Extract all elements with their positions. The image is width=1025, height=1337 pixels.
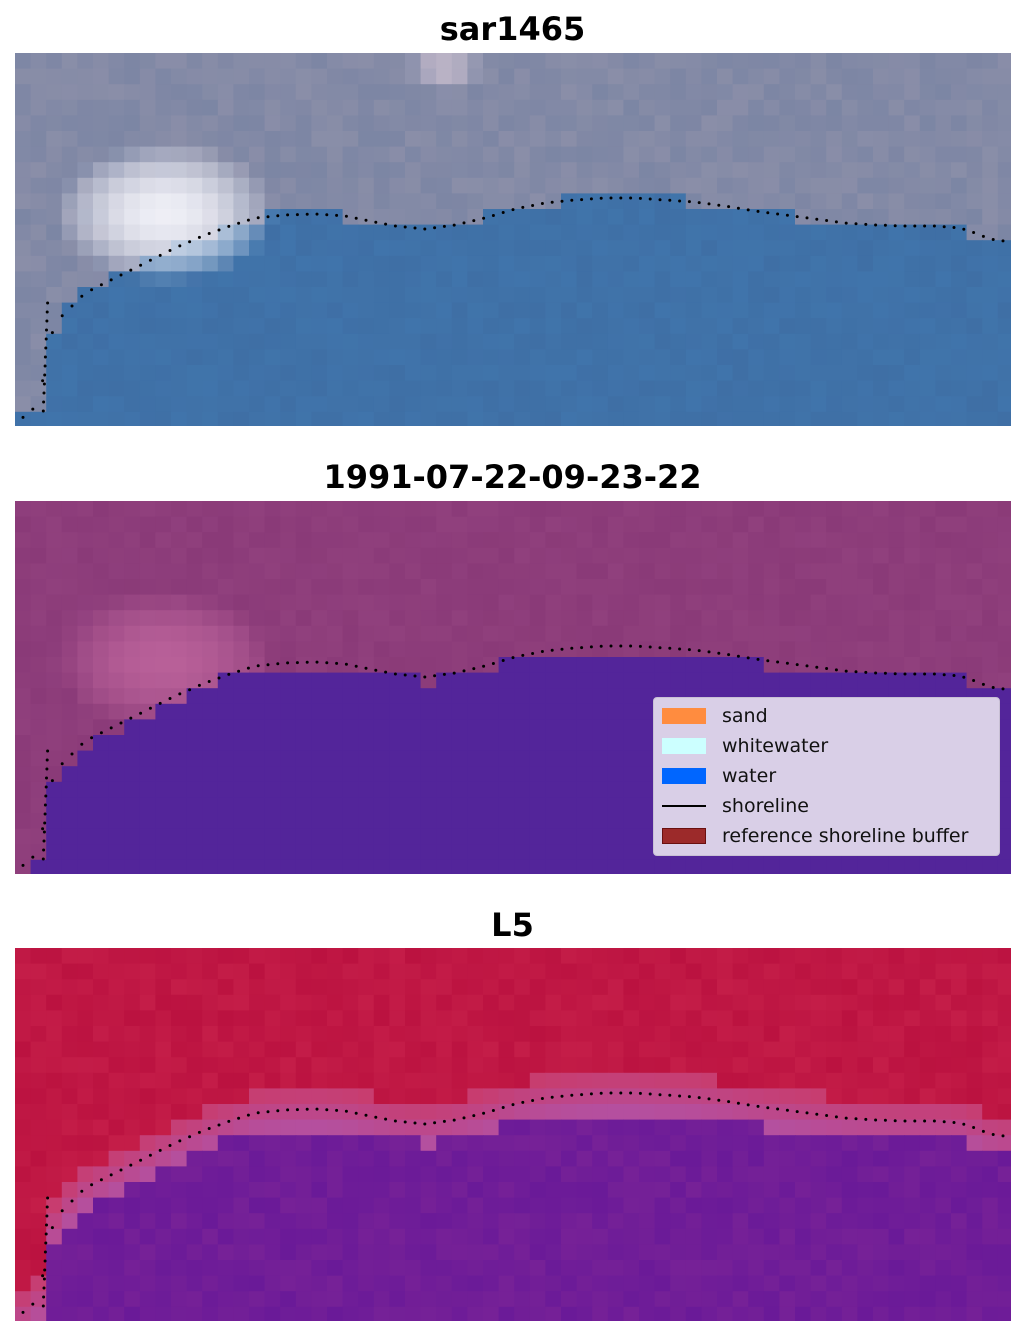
legend-label: sand [722,705,768,727]
legend-item-whitewater: whitewater [662,734,828,758]
panel-title-date: 1991-07-22-09-23-22 [323,458,702,496]
legend-label: water [722,765,777,787]
shoreline-dots [21,644,1005,867]
sand-swatch [662,708,706,724]
legend-item-shoreline: shoreline [662,794,809,818]
index-image [15,948,1011,1321]
shoreline-dots [21,196,1005,419]
legend-label: shoreline [722,795,809,817]
legend-item-water: water [662,764,776,788]
panel-title-sensor: L5 [491,906,534,944]
panel-title-sar: sar1465 [439,10,586,48]
whitewater-swatch [662,738,706,754]
legend-label: reference shoreline buffer [722,825,969,847]
legend-item-buffer: reference shoreline buffer [662,824,968,848]
buffer-swatch [662,828,706,844]
rgb-image [15,53,1011,426]
legend-label: whitewater [722,735,829,757]
water-swatch [662,768,706,784]
legend-item-sand: sand [662,704,768,728]
shoreline-dots [21,1091,1005,1314]
rgb-image-panel [15,53,1011,426]
shoreline-line-swatch [662,805,706,807]
legend: sand whitewater water shoreline referenc… [653,697,1000,856]
index-panel [15,948,1011,1321]
